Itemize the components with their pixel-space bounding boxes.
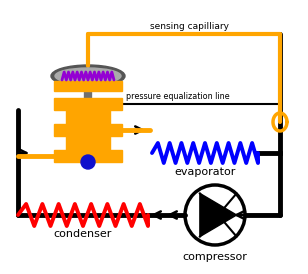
Text: sensing capilliary: sensing capilliary (151, 22, 229, 31)
Bar (54, 150, 122, 162)
Text: evaporator: evaporator (174, 167, 236, 177)
Bar (66, 110, 110, 124)
Bar (54, 98, 122, 110)
Text: compressor: compressor (183, 252, 247, 262)
Ellipse shape (51, 65, 125, 87)
Bar (54, 124, 122, 136)
Text: pressure equalization line: pressure equalization line (126, 92, 230, 101)
Circle shape (81, 155, 95, 169)
Text: condenser: condenser (54, 229, 112, 239)
Polygon shape (200, 193, 237, 237)
Ellipse shape (55, 68, 121, 84)
Bar (66, 136, 110, 150)
Bar (54, 81, 122, 91)
